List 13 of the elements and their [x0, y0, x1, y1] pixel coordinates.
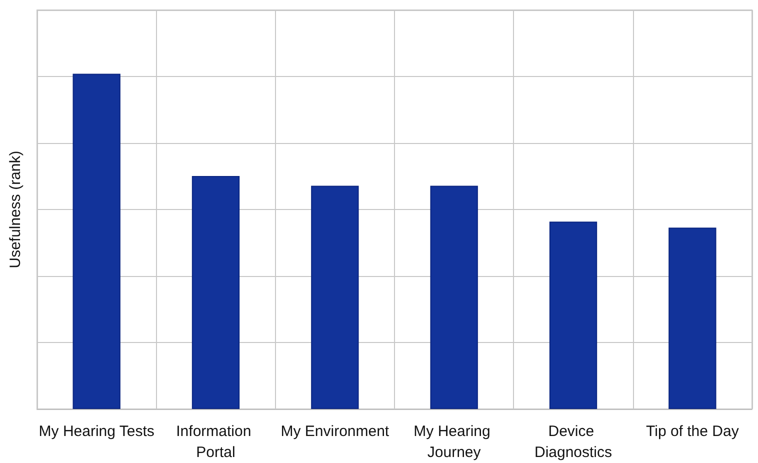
y-axis-title: Usefulness (rank) [7, 150, 24, 268]
x-tick-label: Device Diagnostics [534, 423, 612, 461]
bar [668, 228, 716, 409]
bar [430, 186, 478, 409]
x-tick-label: My Hearing Tests [38, 423, 154, 440]
x-tick-label: Tip of the Day [646, 423, 740, 440]
x-tick-label: My Hearing Journey [414, 423, 495, 461]
bar [549, 222, 598, 409]
bar [192, 176, 240, 409]
bar [72, 74, 120, 409]
x-tick-label: My Environment [280, 423, 390, 440]
bar [311, 186, 359, 409]
x-tick-label: Information Portal [176, 423, 256, 461]
